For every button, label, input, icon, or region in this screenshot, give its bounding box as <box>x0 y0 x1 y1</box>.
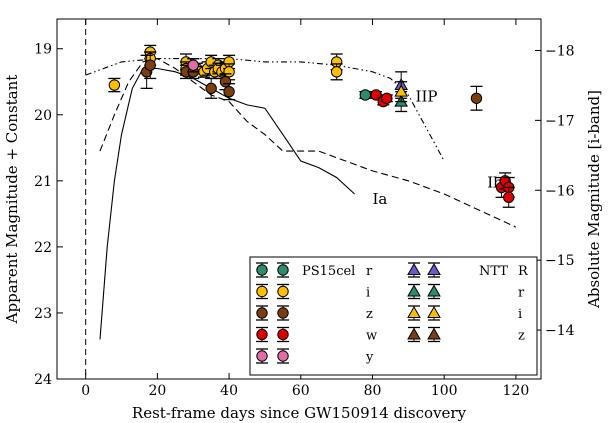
template-curve-IIP <box>85 58 445 162</box>
data-point-PS15cel-w <box>503 191 515 204</box>
legend-label-NTT-R: R <box>518 264 529 279</box>
x-tick-label: 60 <box>292 383 310 399</box>
x-tick-label: 20 <box>148 383 166 399</box>
y2-tick-label: −14 <box>545 323 575 339</box>
data-points <box>108 44 515 208</box>
data-point-PS15cel-i <box>108 79 121 91</box>
y-tick-label: 24 <box>34 372 52 388</box>
data-point-PS15cel-z <box>223 85 235 98</box>
plot-border <box>56 18 542 380</box>
x-tick-label: 40 <box>220 383 238 399</box>
legend-marker-NTT-r <box>427 284 441 297</box>
legend-marker-PS15cel-z <box>277 307 289 319</box>
legend-label-NTT-r: r <box>518 286 525 301</box>
x-tick-label: 100 <box>431 383 458 399</box>
curve-label-IIP: IIP <box>416 88 438 106</box>
legend-label-PS15cel-r: r <box>366 264 373 279</box>
legend-marker-NTT-r <box>407 284 421 297</box>
x-tick-label: 120 <box>503 383 530 399</box>
legend-marker-NTT-R <box>427 262 441 275</box>
data-point-PS15cel-z <box>470 92 483 104</box>
y-tick-label: 19 <box>34 42 52 58</box>
y-tick-label: 23 <box>34 306 52 322</box>
data-point-PS15cel-y <box>187 59 199 71</box>
curve-label-Ia: Ia <box>372 190 387 208</box>
legend-label-NTT-z: z <box>518 329 525 344</box>
data-point-PS15cel-w <box>381 92 393 104</box>
legend-box <box>249 256 538 376</box>
x-tick-label: 0 <box>81 383 90 399</box>
y-tick-label: 20 <box>34 108 52 124</box>
legend-title-NTT: NTT <box>479 264 508 279</box>
template-curve-Ib <box>99 58 517 228</box>
legend-marker-PS15cel-r <box>277 264 289 276</box>
y2-axis-label: Absolute Magnitude [i-band] <box>585 90 603 309</box>
legend-marker-PS15cel-y <box>256 350 268 362</box>
legend-marker-NTT-z <box>427 327 441 340</box>
data-point-PS15cel-r <box>359 89 372 101</box>
legend-marker-PS15cel-w <box>256 328 268 341</box>
legend-label-PS15cel-y: y <box>365 350 374 365</box>
legend-marker-PS15cel-y <box>277 350 289 362</box>
x-tick-label: 80 <box>364 383 382 399</box>
y2-tick-label: −17 <box>545 113 575 129</box>
x-axis-label: Rest-frame days since GW150914 discovery <box>132 404 467 422</box>
y2-tick-label: −16 <box>545 183 575 199</box>
legend-marker-NTT-i <box>427 305 441 318</box>
legend-marker-PS15cel-i <box>256 285 268 298</box>
legend-marker-PS15cel-w <box>277 328 289 341</box>
template-curve-Ia <box>99 67 355 340</box>
data-point-PS15cel-i <box>330 66 343 78</box>
y2-tick-label: −15 <box>545 253 575 269</box>
y-tick-label: 21 <box>34 174 52 190</box>
data-point-PS15cel-z <box>205 82 217 95</box>
legend-marker-NTT-z <box>407 327 421 340</box>
legend-marker-PS15cel-z <box>256 307 268 319</box>
legend-label-PS15cel-z: z <box>366 307 373 322</box>
legend-label-NTT-i: i <box>518 307 522 322</box>
legend-marker-NTT-R <box>407 262 421 275</box>
legend-label-PS15cel-w: w <box>366 329 377 344</box>
axis-ticks: 0 20 40 60 80 100 120 19 20 21 22 23 24 −14 −15 −16 −17 −… <box>34 19 575 399</box>
y-tick-label: 22 <box>34 240 52 256</box>
plot-frame <box>56 18 542 380</box>
legend-marker-NTT-i <box>407 305 421 318</box>
legend-label-PS15cel-i: i <box>366 286 370 301</box>
legend-marker-PS15cel-i <box>277 285 289 298</box>
data-point-NTT-i <box>394 84 409 97</box>
data-point-PS15cel-z <box>144 59 156 71</box>
legend-marker-PS15cel-r <box>256 264 268 276</box>
y-axis-label: Apparent Magnitude + Constant <box>3 75 21 325</box>
legend-title-PS15cel: PS15cel <box>302 264 355 279</box>
y2-tick-label: −18 <box>545 43 575 59</box>
